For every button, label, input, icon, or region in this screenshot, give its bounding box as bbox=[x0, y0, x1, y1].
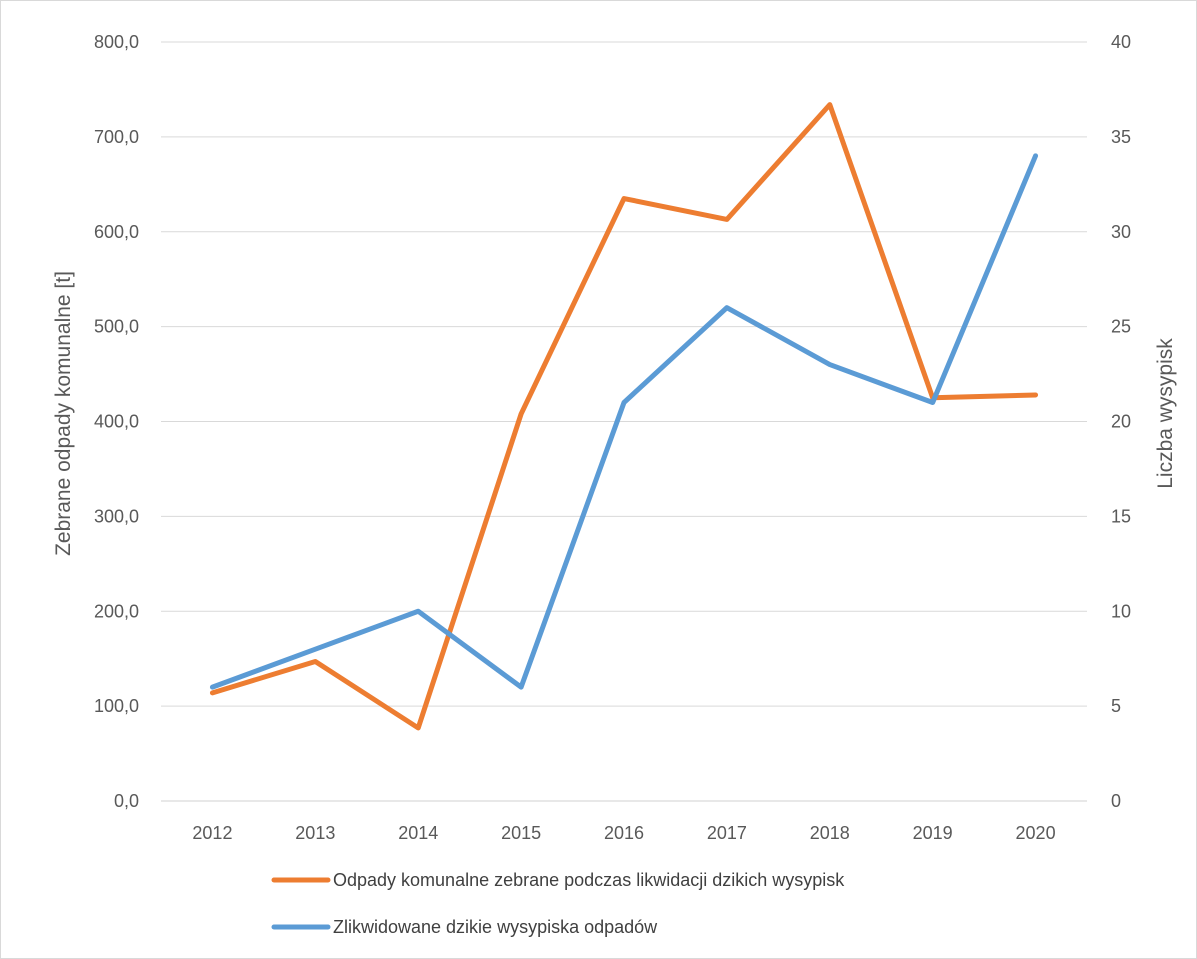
left-axis-title: Zebrane odpady komunalne [t] bbox=[52, 271, 75, 556]
left-tick-label: 100,0 bbox=[94, 696, 139, 716]
x-tick-label: 2014 bbox=[398, 823, 438, 843]
legend-item-waste: Odpady komunalne zebrane podczas likwida… bbox=[271, 870, 845, 890]
x-tick-label: 2016 bbox=[604, 823, 644, 843]
left-axis-ticks: 0,0 100,0 200,0 300,0 400,0 500,0 600,0 700,0 80… bbox=[94, 32, 139, 811]
x-tick-label: 2018 bbox=[810, 823, 850, 843]
left-tick-label: 300,0 bbox=[94, 506, 139, 526]
x-tick-label: 2020 bbox=[1016, 823, 1056, 843]
right-axis-title: Liczba wysypisk bbox=[1154, 338, 1177, 489]
legend: Odpady komunalne zebrane podczas likwida… bbox=[271, 870, 845, 937]
left-tick-label: 400,0 bbox=[94, 412, 139, 432]
x-tick-label: 2017 bbox=[707, 823, 747, 843]
left-tick-label: 200,0 bbox=[94, 601, 139, 621]
right-tick-label: 35 bbox=[1111, 127, 1131, 147]
series-line-waste bbox=[209, 102, 1039, 731]
left-tick-label: 800,0 bbox=[94, 32, 139, 52]
right-tick-label: 40 bbox=[1111, 32, 1131, 52]
x-axis-ticks: 2012 2013 2014 2015 2016 2017 2018 2019 2020 bbox=[192, 823, 1055, 843]
left-tick-label: 700,0 bbox=[94, 127, 139, 147]
x-tick-label: 2013 bbox=[295, 823, 335, 843]
left-tick-label: 0,0 bbox=[114, 791, 139, 811]
right-tick-label: 25 bbox=[1111, 317, 1131, 337]
left-tick-label: 500,0 bbox=[94, 317, 139, 337]
right-tick-label: 20 bbox=[1111, 412, 1131, 432]
right-tick-label: 0 bbox=[1111, 791, 1121, 811]
x-tick-label: 2012 bbox=[192, 823, 232, 843]
right-tick-label: 10 bbox=[1111, 601, 1131, 621]
right-tick-label: 5 bbox=[1111, 696, 1121, 716]
right-tick-label: 15 bbox=[1111, 506, 1131, 526]
x-tick-label: 2019 bbox=[913, 823, 953, 843]
gridlines bbox=[161, 41, 1087, 707]
right-tick-label: 30 bbox=[1111, 222, 1131, 242]
legend-item-dumps: Zlikwidowane dzikie wysypiska odpadów bbox=[271, 917, 658, 937]
legend-label-dumps: Zlikwidowane dzikie wysypiska odpadów bbox=[333, 917, 658, 937]
left-tick-label: 600,0 bbox=[94, 222, 139, 242]
series-lines bbox=[209, 102, 1039, 731]
x-tick-label: 2015 bbox=[501, 823, 541, 843]
legend-label-waste: Odpady komunalne zebrane podczas likwida… bbox=[333, 870, 845, 890]
right-axis-ticks: 0 5 10 15 20 25 30 35 40 bbox=[1111, 32, 1131, 811]
